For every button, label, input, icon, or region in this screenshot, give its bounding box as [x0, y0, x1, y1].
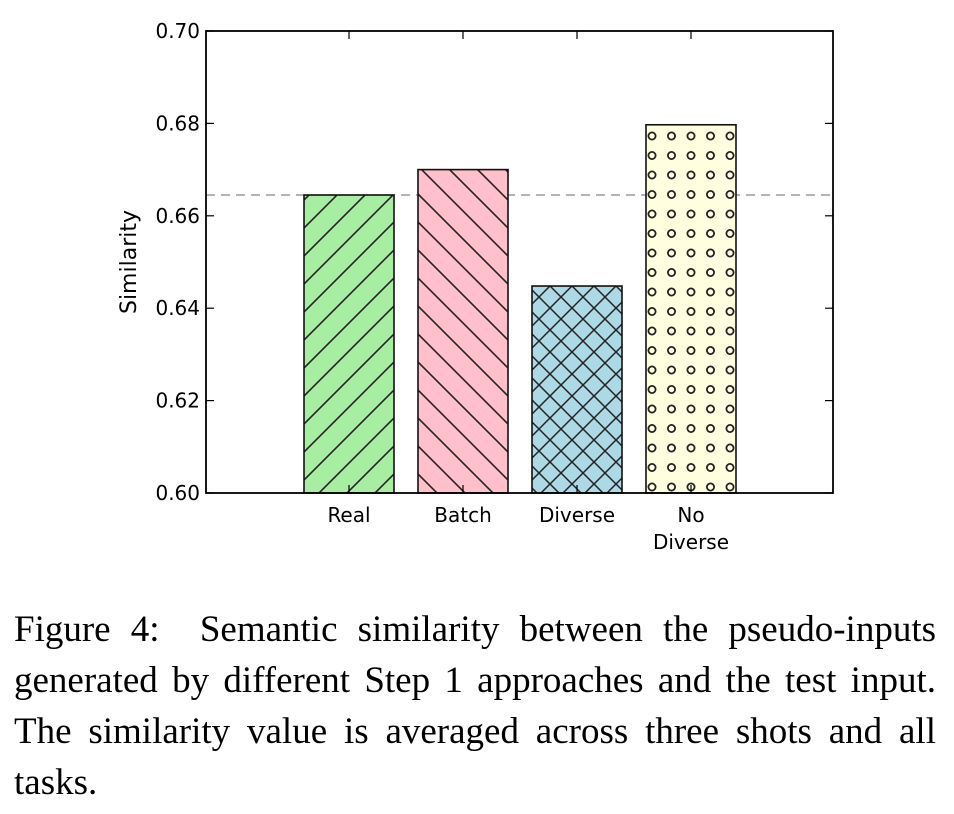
x-tick-label: Diverse	[539, 503, 615, 527]
bar-no-diverse	[645, 123, 737, 494]
y-tick-label: 0.64	[155, 296, 200, 320]
bar-batch	[417, 168, 509, 494]
x-tick-label: Real	[327, 503, 370, 527]
bar-diverse	[531, 285, 623, 494]
bar-chart: 0.60 0.62 0.64 0.66 0.68 0.70 Real Batch Diverse…	[117, 19, 834, 554]
y-tick-label: 0.60	[155, 481, 200, 505]
x-tick-label: Batch	[434, 503, 492, 527]
y-tick-label: 0.70	[155, 19, 200, 43]
caption-text: Semantic similarity between the pseudo-i…	[14, 609, 936, 803]
y-tick-label: 0.68	[155, 111, 200, 135]
y-tick-label: 0.66	[155, 204, 200, 228]
x-tick-label: No Diverse	[653, 503, 729, 554]
bar-real	[303, 194, 395, 494]
figure-label: Figure 4:	[14, 609, 160, 650]
figure-caption: Figure 4: Semantic similarity between th…	[14, 604, 936, 808]
y-tick-label: 0.62	[155, 389, 200, 413]
y-axis-title: Similarity	[117, 210, 142, 314]
plot-frame	[205, 30, 834, 494]
